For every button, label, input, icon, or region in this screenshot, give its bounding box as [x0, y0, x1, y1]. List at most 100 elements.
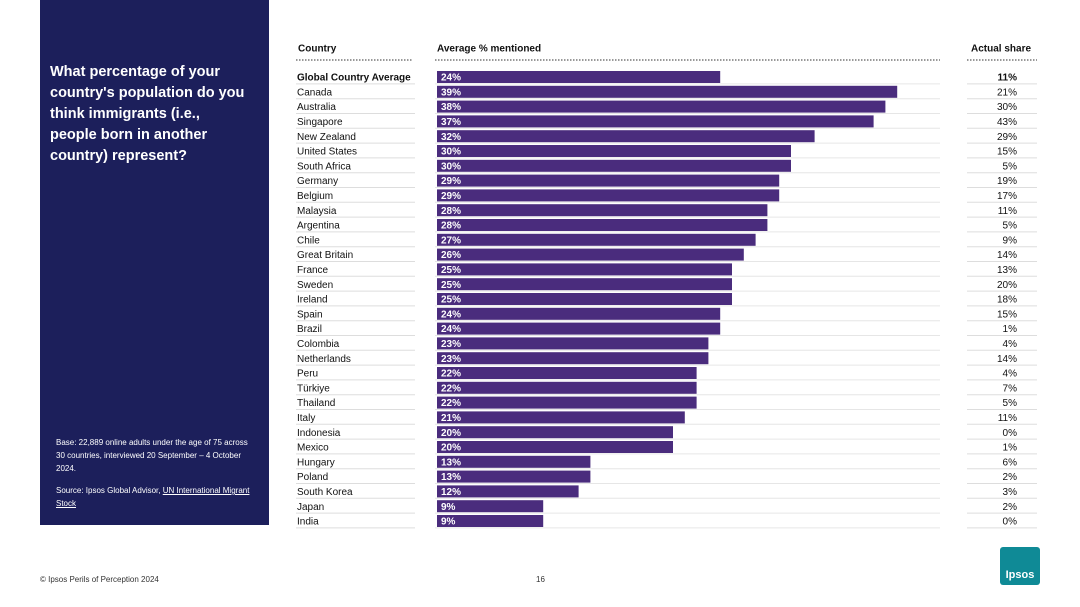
bar [437, 426, 673, 439]
bar-label: 38% [441, 102, 461, 113]
country-label: Hungary [297, 457, 335, 468]
actual-share: 15% [997, 309, 1017, 320]
bar [437, 411, 685, 424]
country-label: France [297, 265, 329, 276]
country-label: New Zealand [297, 132, 356, 143]
country-label: India [297, 517, 319, 528]
bar [437, 248, 744, 261]
country-label: Singapore [297, 117, 343, 128]
source: Source: Ipsos Global Advisor, UN Interna… [56, 484, 256, 510]
country-label: Great Britain [297, 250, 353, 261]
bar [437, 500, 544, 513]
country-label: Poland [297, 472, 328, 483]
bar [437, 233, 756, 246]
actual-share: 14% [997, 250, 1017, 261]
country-label: Belgium [297, 191, 333, 202]
actual-share: 30% [997, 102, 1017, 113]
actual-share: 21% [997, 87, 1017, 98]
country-label: Colombia [297, 339, 340, 350]
bar [437, 367, 697, 379]
bar [437, 85, 898, 98]
bar-label: 22% [441, 383, 461, 394]
country-label: Italy [297, 413, 315, 424]
bar-label: 27% [441, 235, 461, 246]
bar [437, 145, 791, 157]
bar-label: 26% [441, 250, 461, 261]
bar-label: 25% [441, 280, 461, 291]
column-header: Country [298, 44, 337, 55]
actual-share: 5% [1003, 398, 1018, 409]
bar-label: 20% [441, 443, 461, 454]
bar [437, 130, 815, 143]
source-link[interactable]: UN International Migrant Stock [56, 486, 250, 508]
bar-label: 13% [441, 472, 461, 483]
bar [437, 455, 591, 468]
country-label: Japan [297, 502, 324, 513]
column-header: Average % mentioned [437, 44, 541, 55]
bar-label: 37% [441, 117, 461, 128]
bar-label: 25% [441, 295, 461, 306]
bar-label: 29% [441, 191, 461, 202]
actual-share: 29% [997, 132, 1017, 143]
country-label: Chile [297, 235, 320, 246]
bar-label: 24% [441, 309, 461, 320]
bar-label: 39% [441, 87, 461, 98]
bar [437, 470, 591, 483]
bar-label: 13% [441, 457, 461, 468]
bar-label: 22% [441, 398, 461, 409]
country-label: Canada [297, 87, 332, 98]
logo: Ipsos [1000, 547, 1040, 585]
country-label: Indonesia [297, 428, 341, 439]
country-label: Ireland [297, 295, 328, 306]
question: What percentage of your country's popula… [50, 64, 245, 164]
bar-label: 32% [441, 132, 461, 143]
bar-label: 23% [441, 339, 461, 350]
country-label: Thailand [297, 398, 335, 409]
bar [437, 278, 732, 291]
country-label: Spain [297, 309, 323, 320]
base-note: Base: 22,889 online adults under the age… [56, 438, 248, 473]
actual-share: 11% [998, 73, 1018, 84]
bar [437, 441, 673, 453]
actual-share: 11% [998, 206, 1017, 217]
actual-share: 5% [1003, 221, 1018, 232]
country-label: Global Country Average [297, 73, 411, 84]
bar [437, 322, 721, 335]
actual-share: 1% [1003, 324, 1018, 335]
actual-share: 43% [997, 117, 1017, 128]
source-text: Source: Ipsos Global Advisor, [56, 486, 163, 495]
actual-share: 7% [1003, 383, 1018, 394]
bar-label: 24% [441, 73, 461, 84]
bar [437, 71, 721, 83]
country-label: Mexico [297, 443, 329, 454]
bar-label: 25% [441, 265, 461, 276]
footer: © Ipsos Perils of Perception 2024 [40, 575, 159, 584]
actual-share: 15% [997, 147, 1017, 158]
bar [437, 485, 579, 498]
bar [437, 100, 886, 113]
bar-label: 29% [441, 176, 461, 187]
country-label: Peru [297, 369, 318, 380]
country-label: Malaysia [297, 206, 337, 217]
bar [437, 337, 709, 350]
country-label: Australia [297, 102, 336, 113]
actual-share: 11% [998, 413, 1017, 424]
bar [437, 204, 768, 217]
side-panel: What percentage of your country's popula… [40, 0, 269, 525]
country-label: Germany [297, 176, 338, 187]
bar [437, 293, 732, 305]
bar-label: 28% [441, 206, 461, 217]
bar-label: 28% [441, 221, 461, 232]
actual-share: 5% [1003, 161, 1018, 172]
bar [437, 396, 697, 409]
actual-share: 4% [1003, 339, 1018, 350]
bar-label: 30% [441, 161, 461, 172]
bar [437, 307, 721, 320]
column-header: Actual share [971, 44, 1031, 55]
bar [437, 115, 874, 128]
actual-share: 0% [1003, 428, 1018, 439]
actual-share: 17% [997, 191, 1017, 202]
country-label: Sweden [297, 280, 333, 291]
country-label: Türkiye [297, 383, 330, 394]
